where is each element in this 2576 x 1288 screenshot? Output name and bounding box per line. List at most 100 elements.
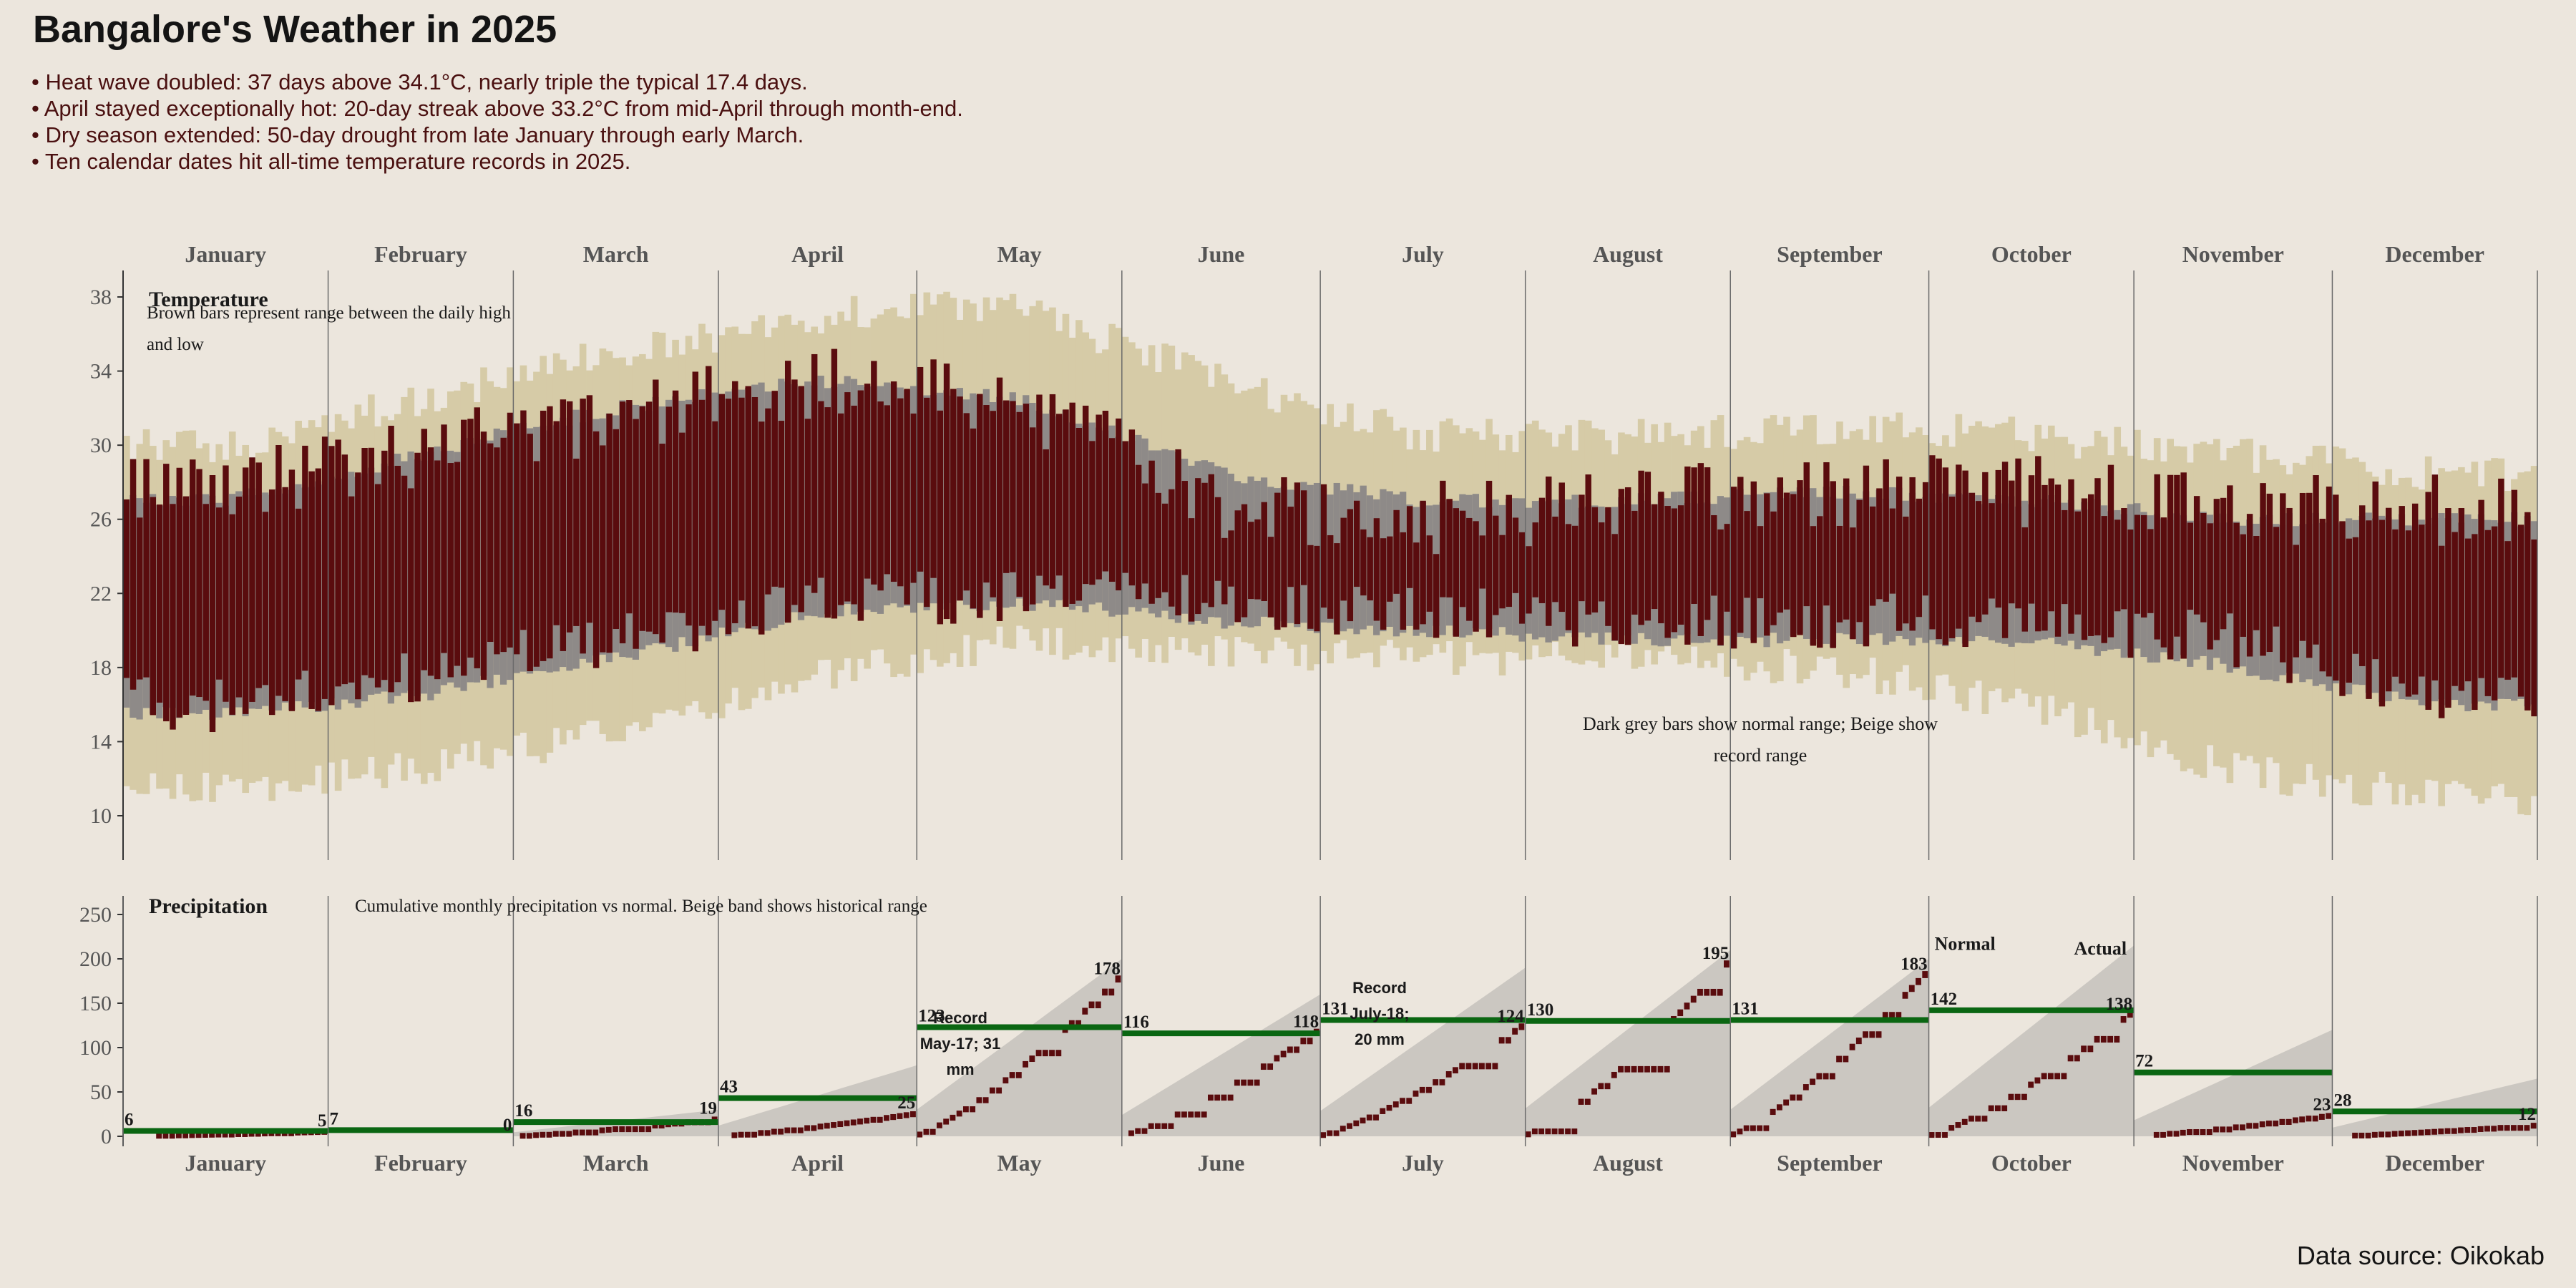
precipitation-actual-step <box>2279 1118 2285 1125</box>
actual-range-bar <box>275 445 282 696</box>
actual-range-bar <box>513 423 520 655</box>
actual-range-bar <box>613 429 620 630</box>
precipitation-actual-step <box>1743 1125 1750 1131</box>
precipitation-actual-step <box>1816 1073 1823 1080</box>
precipitation-actual-step <box>1869 1031 1875 1038</box>
precipitation-actual-step <box>1882 1012 1888 1019</box>
month-labels-top: January February March April May June July Augu… <box>185 241 2484 267</box>
precipitation-actual-step <box>189 1132 195 1138</box>
actual-range-bar <box>2174 474 2180 637</box>
precipitation-actual-step <box>1015 1072 1022 1078</box>
precipitation-actual-step <box>1459 1063 1465 1070</box>
actual-range-bar <box>2021 527 2029 632</box>
precipitation-normal-label: 131 <box>1732 1000 1759 1019</box>
precipitation-actual-step <box>1360 1117 1366 1123</box>
precipitation-actual-step <box>1545 1128 1551 1135</box>
actual-range-bar <box>394 465 401 683</box>
precipitation-normal-label: 142 <box>1931 990 1958 1009</box>
actual-range-bar <box>1161 503 1169 592</box>
precipitation-actual-step <box>2444 1128 2451 1134</box>
actual-range-bar <box>2028 475 2035 604</box>
actual-range-bar <box>1426 535 1433 612</box>
actual-range-bar <box>2246 514 2253 657</box>
actual-range-bar <box>1863 465 1870 647</box>
precipitation-actual-step <box>2047 1073 2054 1080</box>
precipitation-tick-label: 100 <box>79 1036 112 1060</box>
record-annotation-line: mm <box>946 1060 974 1078</box>
actual-range-bar <box>917 366 924 572</box>
precipitation-actual-step <box>1439 1079 1445 1085</box>
actual-range-bar <box>1493 515 1499 615</box>
precipitation-actual-step <box>1981 1116 1988 1122</box>
precipitation-actual-step <box>2001 1105 2008 1112</box>
precipitation-actual-label: 5 <box>318 1111 327 1131</box>
precipitation-actual-step <box>962 1106 969 1113</box>
precipitation-actual-step <box>526 1133 532 1139</box>
precipitation-actual-step <box>996 1087 1002 1094</box>
precipitation-actual-step <box>566 1131 572 1137</box>
precipitation-actual-label: 195 <box>1702 944 1729 963</box>
actual-range-bar <box>2425 492 2431 710</box>
precipitation-actual-step <box>1419 1086 1425 1093</box>
precipitation-actual-step <box>540 1131 546 1138</box>
actual-range-bar <box>434 460 441 680</box>
precipitation-actual-step <box>917 1131 923 1138</box>
actual-range-bar <box>1003 400 1010 573</box>
actual-range-bar <box>2286 507 2293 683</box>
actual-range-bar <box>1526 546 1532 614</box>
precipitation-actual-step <box>1776 1104 1782 1111</box>
actual-range-bar <box>811 353 818 593</box>
precipitation-actual-step <box>2352 1132 2358 1138</box>
precipitation-historical-band <box>2332 1078 2537 1136</box>
actual-range-bar <box>1228 530 1234 587</box>
actual-range-bar <box>2445 508 2451 708</box>
precipitation-actual-step <box>1406 1098 1413 1104</box>
actual-range-bar <box>454 462 461 666</box>
precipitation-actual-step <box>1525 1131 1531 1138</box>
actual-range-bar <box>408 488 414 703</box>
actual-range-bar <box>1102 411 1109 572</box>
precipitation-actual-step <box>2318 1113 2325 1120</box>
actual-range-bar <box>2531 539 2537 717</box>
precipitation-actual-step <box>850 1119 857 1126</box>
actual-range-bar <box>130 459 137 690</box>
precipitation-actual-label: 118 <box>1293 1013 1319 1032</box>
precipitation-actual-step <box>1327 1130 1333 1136</box>
actual-range-bar <box>1936 458 1942 640</box>
actual-range-bar <box>864 384 871 579</box>
precipitation-actual-step <box>1068 1020 1075 1028</box>
precipitation-actual-step <box>1194 1111 1201 1118</box>
actual-range-bar <box>2074 511 2081 615</box>
actual-range-bar <box>2227 485 2233 614</box>
actual-range-bar <box>1214 497 1221 581</box>
actual-range-bar <box>1023 404 1030 612</box>
month-label-top: January <box>185 241 266 267</box>
actual-range-bar <box>461 419 467 676</box>
temperature-y-axis: 10 14 18 22 26 30 34 38 <box>90 270 124 860</box>
page-title: Bangalore's Weather in 2025 <box>33 8 557 51</box>
precipitation-actual-step <box>1035 1050 1042 1057</box>
precipitation-actual-step <box>1260 1063 1267 1070</box>
actual-range-bar <box>2094 478 2101 635</box>
actual-range-bar <box>1241 504 1248 618</box>
actual-range-bar <box>1307 545 1314 629</box>
precipitation-actual-step <box>1088 1001 1095 1009</box>
precipitation-actual-step <box>1717 988 1723 996</box>
actual-range-bar <box>645 401 653 632</box>
actual-range-bar <box>1406 506 1413 588</box>
precipitation-actual-step <box>1710 988 1717 996</box>
actual-range-bar <box>1546 476 1552 626</box>
actual-range-bar <box>1108 438 1116 582</box>
precipitation-actual-step <box>2081 1045 2087 1053</box>
actual-range-bar <box>2346 538 2352 683</box>
precipitation-actual-step <box>1174 1111 1181 1118</box>
actual-range-bar <box>2399 506 2405 684</box>
record-annotation-line: July-18; <box>1350 1005 1409 1023</box>
precipitation-actual-step <box>817 1123 824 1130</box>
precipitation-actual-step <box>2379 1131 2385 1138</box>
actual-range-bar <box>2035 456 2041 632</box>
actual-range-bar <box>1413 542 1420 630</box>
actual-range-bar <box>1783 492 1790 610</box>
actual-range-bar <box>930 359 937 578</box>
actual-range-bar <box>1301 490 1307 585</box>
